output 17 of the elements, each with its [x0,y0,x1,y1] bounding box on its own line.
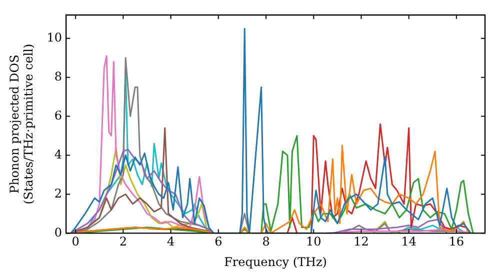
x-tick-label: 10 [306,234,322,249]
y-tick-label: 10 [46,30,62,45]
x-axis-title: Frequency (THz) [224,254,327,269]
x-tick-label: 2 [119,234,128,249]
x-tick-label: 4 [166,234,175,249]
x-tick-label: 0 [72,234,80,249]
x-tick-label: 8 [262,234,270,249]
y-axis-title: Phonon projected DOS (States/THz·primitive cell) [7,44,36,204]
y-tick-label: 8 [54,69,62,84]
x-tick-label: 12 [354,234,369,249]
x-tick-label: 14 [401,234,417,249]
x-tick-label: 6 [214,234,222,249]
y-tick-label: 6 [54,108,62,122]
x-tick-label: 16 [448,234,464,249]
y-tick-label: 2 [54,186,62,200]
y-tick-label: 4 [54,147,62,162]
y-tick-label: 0 [54,225,62,240]
